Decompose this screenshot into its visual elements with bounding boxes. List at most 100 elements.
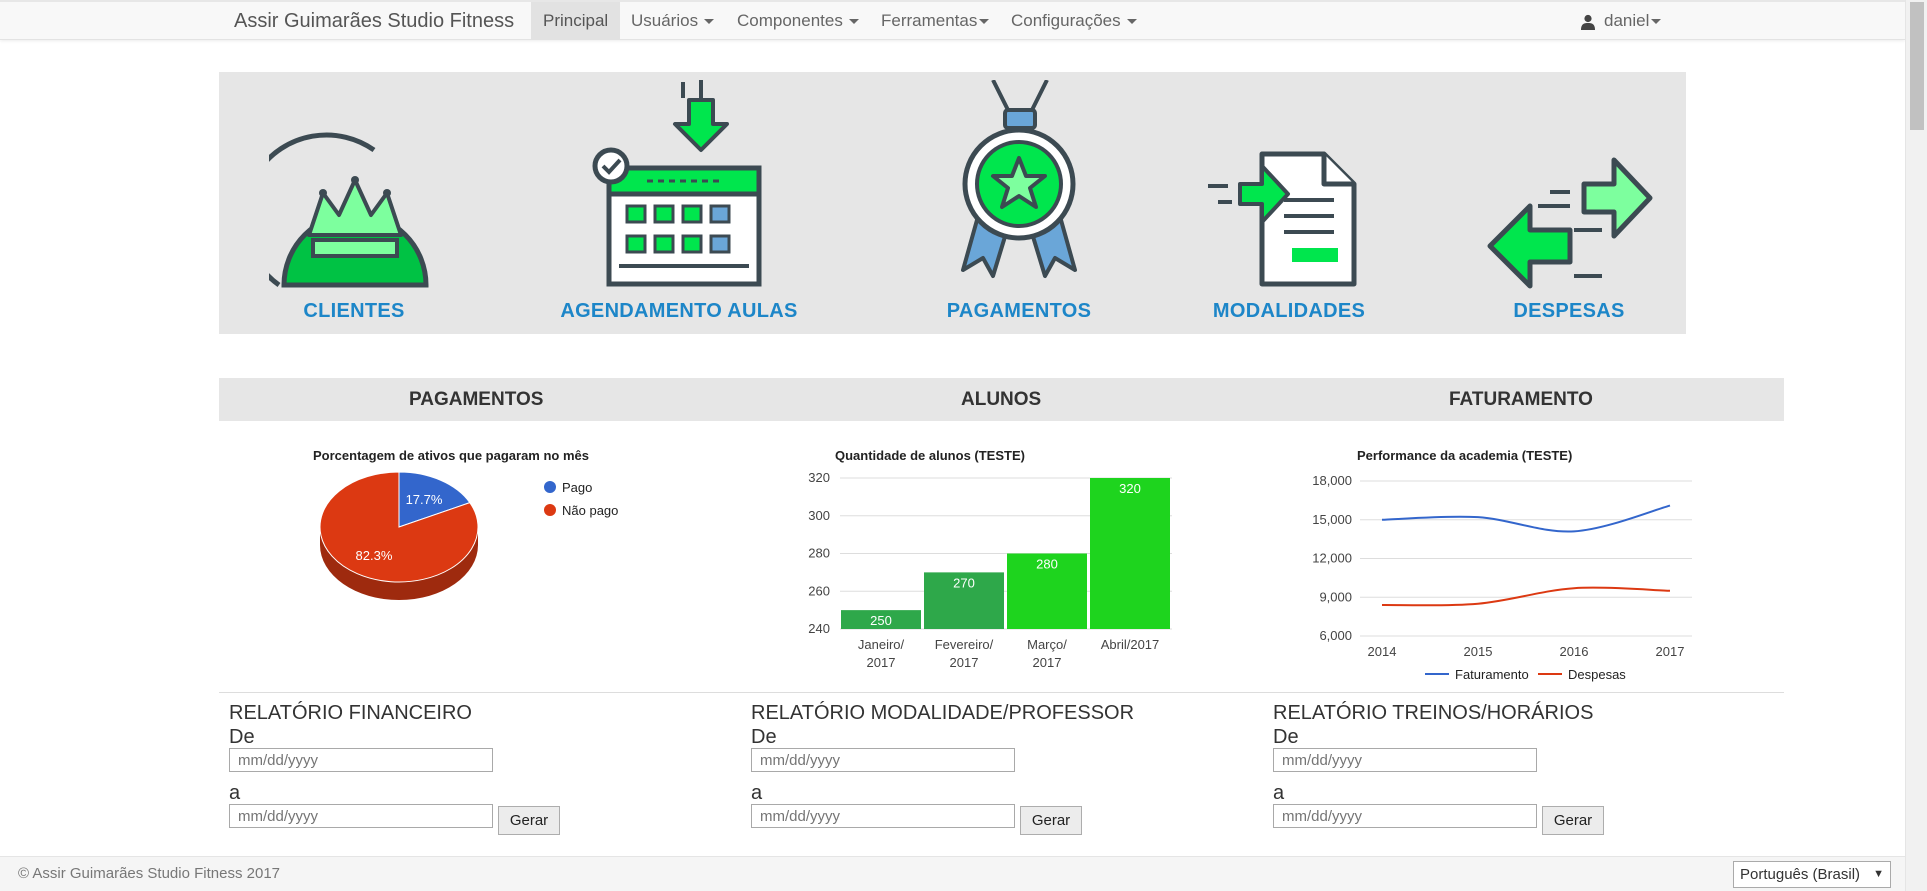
from-label: De	[229, 726, 255, 748]
to-label: a	[751, 782, 763, 804]
y-tick-label: 18,000	[1312, 473, 1352, 488]
pie-chart-title: Porcentagem de ativos que pagaram no mês	[313, 448, 589, 463]
chevron-down-icon: ▼	[1873, 868, 1884, 880]
shortcut-modalidades[interactable]: MODALIDADES	[1189, 72, 1389, 334]
legend-label: Não pago	[562, 503, 618, 518]
page-scrollbar[interactable]	[1905, 0, 1927, 891]
bar	[924, 572, 1004, 629]
bar-value-label: 270	[953, 575, 975, 590]
page-footer: © Assir Guimarães Studio Fitness 2017 Po…	[0, 856, 1905, 891]
bar-value-label: 250	[870, 613, 892, 628]
y-tick-label: 320	[808, 470, 830, 485]
pie-slice-label: 82.3%	[356, 548, 393, 563]
legend-marker	[544, 481, 556, 493]
chevron-down-icon	[979, 19, 990, 25]
exchange-arrows-icon	[1487, 157, 1653, 289]
from-label: De	[1273, 726, 1299, 748]
x-tick-label: Abril/2017	[1101, 637, 1160, 652]
chevron-down-icon	[1126, 19, 1137, 25]
gerar-button[interactable]: Gerar	[498, 806, 560, 835]
report-title: RELATÓRIO FINANCEIRO	[229, 702, 472, 724]
user-icon	[1581, 14, 1595, 30]
legend-marker	[544, 504, 556, 516]
y-tick-label: 280	[808, 546, 830, 561]
y-tick-label: 300	[808, 508, 830, 523]
x-tick-label: 2017	[1656, 644, 1685, 659]
y-tick-label: 260	[808, 583, 830, 598]
shortcut-pagamentos[interactable]: PAGAMENTOS	[899, 72, 1139, 334]
y-tick-label: 240	[808, 621, 830, 636]
language-select[interactable]: Português (Brasil) ▼	[1733, 861, 1891, 888]
top-navbar: Assir Guimarães Studio Fitness Principal…	[0, 0, 1905, 40]
shortcut-clientes[interactable]: CLIENTES	[259, 72, 449, 334]
shortcut-agendamento-aulas[interactable]: AGENDAMENTO AULAS	[559, 72, 799, 334]
pie-slice-label: 17.7%	[406, 492, 443, 507]
scrollbar-thumb[interactable]	[1910, 2, 1924, 130]
shortcut-panel: CLIENTES AGENDAMENTO AULAS	[219, 72, 1686, 334]
pie-slice	[320, 471, 479, 583]
section-title-alunos: ALUNOS	[961, 389, 1042, 410]
shortcut-despesas[interactable]: DESPESAS	[1469, 72, 1669, 334]
line-chart-title: Performance da academia (TESTE)	[1357, 448, 1573, 463]
line-chart: 6,000 9,000 12,000 15,000 18,000 2014 2015 2016…	[1312, 473, 1692, 682]
bar	[1090, 478, 1170, 629]
chevron-down-icon	[848, 19, 859, 25]
date-from-input[interactable]	[229, 748, 493, 772]
legend-label: Faturamento	[1455, 667, 1529, 682]
date-from-input[interactable]	[751, 748, 1015, 772]
x-tick-label: 2016	[1560, 644, 1589, 659]
nav-principal[interactable]: Principal	[531, 2, 621, 40]
pie-slice-side	[320, 527, 478, 600]
section-title-pagamentos: PAGAMENTOS	[409, 389, 544, 410]
pie-slice	[398, 471, 471, 528]
from-label: De	[751, 726, 777, 748]
legend-label: Pago	[562, 480, 592, 495]
document-icon	[1208, 151, 1357, 287]
y-tick-label: 12,000	[1312, 551, 1352, 566]
charts-section-header: PAGAMENTOS ALUNOS FATURAMENTO	[219, 378, 1784, 421]
gerar-button[interactable]: Gerar	[1020, 806, 1082, 835]
bar	[1007, 553, 1087, 629]
report-title: RELATÓRIO MODALIDADE/PROFESSOR	[751, 702, 1135, 724]
x-tick-label: 2017	[950, 655, 979, 670]
series-line	[1381, 504, 1671, 533]
calendar-icon	[592, 80, 762, 287]
report-title: RELATÓRIO TREINOS/HORÁRIOS	[1273, 702, 1594, 724]
to-label: a	[229, 782, 241, 804]
section-title-faturamento: FATURAMENTO	[1449, 389, 1593, 410]
bar-chart-title: Quantidade de alunos (TESTE)	[835, 448, 1025, 463]
bar-value-label: 320	[1119, 481, 1141, 496]
bar-chart: 240 260 280 300 320 250 Janeiro/2017 270 Feverei…	[808, 470, 1172, 670]
nav-componentes[interactable]: Componentes	[725, 2, 871, 40]
x-tick-label: 2014	[1368, 644, 1397, 659]
y-tick-label: 15,000	[1312, 512, 1352, 527]
gerar-button[interactable]: Gerar	[1542, 806, 1604, 835]
report-treinos-horarios: RELATÓRIO TREINOS/HORÁRIOS De a Gerar	[1273, 700, 1753, 835]
legend-label: Despesas	[1568, 667, 1626, 682]
date-to-input[interactable]	[229, 804, 493, 828]
x-tick-label: Fevereiro/	[935, 637, 994, 652]
nav-ferramentas[interactable]: Ferramentas	[869, 2, 1001, 40]
report-modalidade-professor: RELATÓRIO MODALIDADE/PROFESSOR De a Gera…	[751, 700, 1231, 835]
y-tick-label: 6,000	[1319, 628, 1352, 643]
x-tick-label: Março/	[1027, 637, 1067, 652]
series-line	[1381, 586, 1671, 607]
nav-usuarios[interactable]: Usuários	[619, 2, 726, 40]
chevron-down-icon	[1651, 19, 1662, 25]
pie-chart: 17.7% 82.3% Pago Não pago	[320, 471, 618, 600]
footer-copyright: © Assir Guimarães Studio Fitness 2017	[18, 865, 281, 882]
x-tick-label: 2017	[1033, 655, 1062, 670]
x-tick-label: 2017	[867, 655, 896, 670]
brand-link[interactable]: Assir Guimarães Studio Fitness	[234, 10, 515, 32]
date-to-input[interactable]	[1273, 804, 1537, 828]
user-menu[interactable]: daniel	[1568, 2, 1673, 40]
date-to-input[interactable]	[751, 804, 1015, 828]
language-select-value: Português (Brasil)	[1740, 866, 1861, 883]
section-divider	[219, 692, 1784, 693]
date-from-input[interactable]	[1273, 748, 1537, 772]
y-tick-label: 9,000	[1319, 589, 1352, 604]
medal-icon	[961, 80, 1077, 278]
bar-value-label: 280	[1036, 557, 1058, 572]
bar	[841, 610, 921, 629]
nav-configuracoes[interactable]: Configurações	[999, 2, 1149, 40]
